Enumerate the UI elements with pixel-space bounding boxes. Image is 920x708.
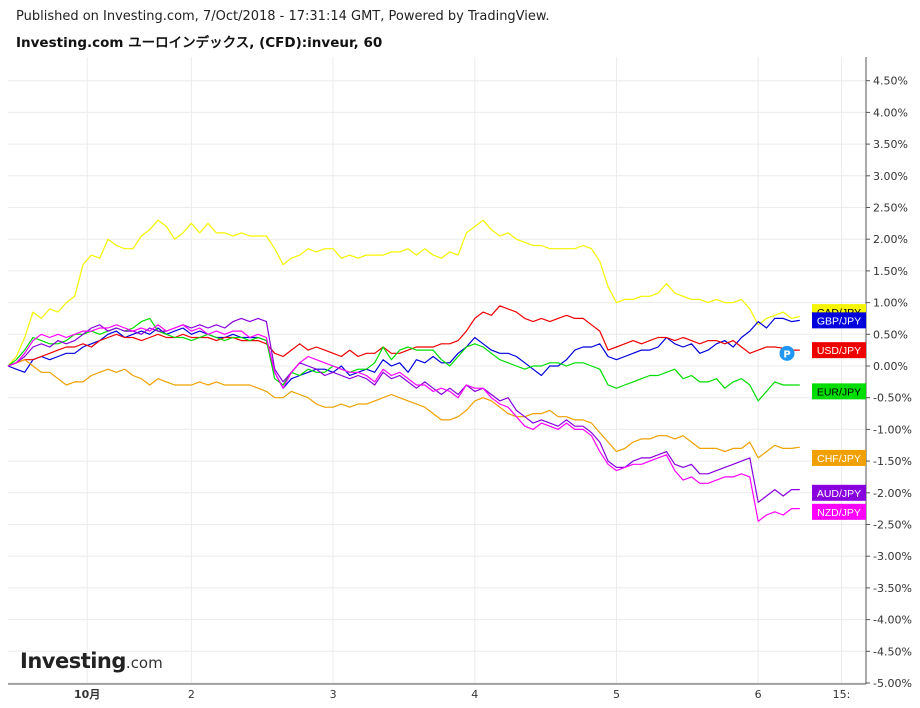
y-tick-label: 3.00% (873, 170, 908, 183)
y-tick-label: -2.00% (873, 487, 912, 500)
series-line-chf-jpy (7, 359, 800, 459)
end-label-box (812, 449, 866, 466)
y-tick-label: 0.00% (873, 360, 908, 373)
end-label-text: GBP/JPY (817, 315, 861, 327)
series-line-usd-jpy (7, 305, 800, 367)
end-label-box (812, 484, 866, 501)
series-line-aud-jpy (7, 317, 800, 503)
y-axis-ticks: 4.50% 4.00% 3.50% 3.00% 2.50% 2.00% 1.50% 1.00%… (866, 75, 912, 690)
x-tick-label: 2 (188, 688, 195, 701)
logo-brand: Investing (20, 649, 126, 673)
investing-logo: Investing.com (20, 649, 163, 673)
p-marker[interactable]: P (779, 345, 795, 361)
y-tick-label: 3.50% (873, 138, 908, 151)
y-tick-label: -2.50% (873, 519, 912, 532)
y-tick-label: 1.50% (873, 265, 908, 278)
y-tick-label: 2.00% (873, 233, 908, 246)
p-marker-circle[interactable] (779, 345, 795, 361)
end-label-box (812, 503, 866, 520)
series-line-cad-jpy (7, 219, 800, 367)
published-note: Published on Investing.com, 7/Oct/2018 -… (16, 9, 550, 24)
y-tick-label: -3.50% (873, 582, 912, 595)
y-tick-label: -4.00% (873, 614, 912, 627)
x-tick-label: 10月 (74, 688, 100, 701)
axes (8, 57, 867, 685)
chart-title: Investing.com ユーロインデックス, (CFD):inveur, 6… (16, 35, 383, 51)
series-lines (7, 219, 800, 522)
end-label-text: AUD/JPY (817, 488, 861, 500)
x-tick-label: 15: (833, 688, 851, 701)
grid (8, 57, 866, 684)
end-label-text: EUR/JPY (817, 386, 861, 398)
y-tick-label: 4.00% (873, 106, 908, 119)
x-tick-label: 5 (613, 688, 620, 701)
y-tick-label: -1.50% (873, 455, 912, 468)
p-marker-label: P (783, 349, 790, 360)
series-end-labels: CAD/JPYGBP/JPYUSD/JPYEUR/JPYCHF/JPYAUD/J… (812, 304, 866, 520)
end-label-text: CHF/JPY (817, 453, 861, 465)
series-line-nzd-jpy (7, 324, 800, 522)
end-label-box (812, 383, 866, 400)
end-label-box (812, 342, 866, 359)
x-tick-label: 3 (330, 688, 337, 701)
end-label-text: NZD/JPY (817, 507, 861, 519)
x-tick-label: 4 (471, 688, 478, 701)
y-tick-label: -1.00% (873, 423, 912, 436)
y-tick-label: 0.50% (873, 328, 908, 341)
logo-suffix: .com (125, 654, 163, 672)
y-tick-label: 4.50% (873, 75, 908, 88)
y-tick-label: -0.50% (873, 392, 912, 405)
series-line-eur-jpy (7, 317, 800, 402)
x-tick-label: 6 (755, 688, 762, 701)
y-tick-label: 2.50% (873, 202, 908, 215)
y-tick-label: -5.00% (873, 677, 912, 690)
y-tick-label: 1.00% (873, 297, 908, 310)
y-tick-label: -3.00% (873, 550, 912, 563)
y-tick-label: -4.50% (873, 645, 912, 658)
end-label-text: USD/JPY (817, 345, 861, 357)
x-axis-ticks: 10月 2 3 4 5 6 15: (74, 688, 850, 701)
end-label-box (812, 312, 866, 329)
